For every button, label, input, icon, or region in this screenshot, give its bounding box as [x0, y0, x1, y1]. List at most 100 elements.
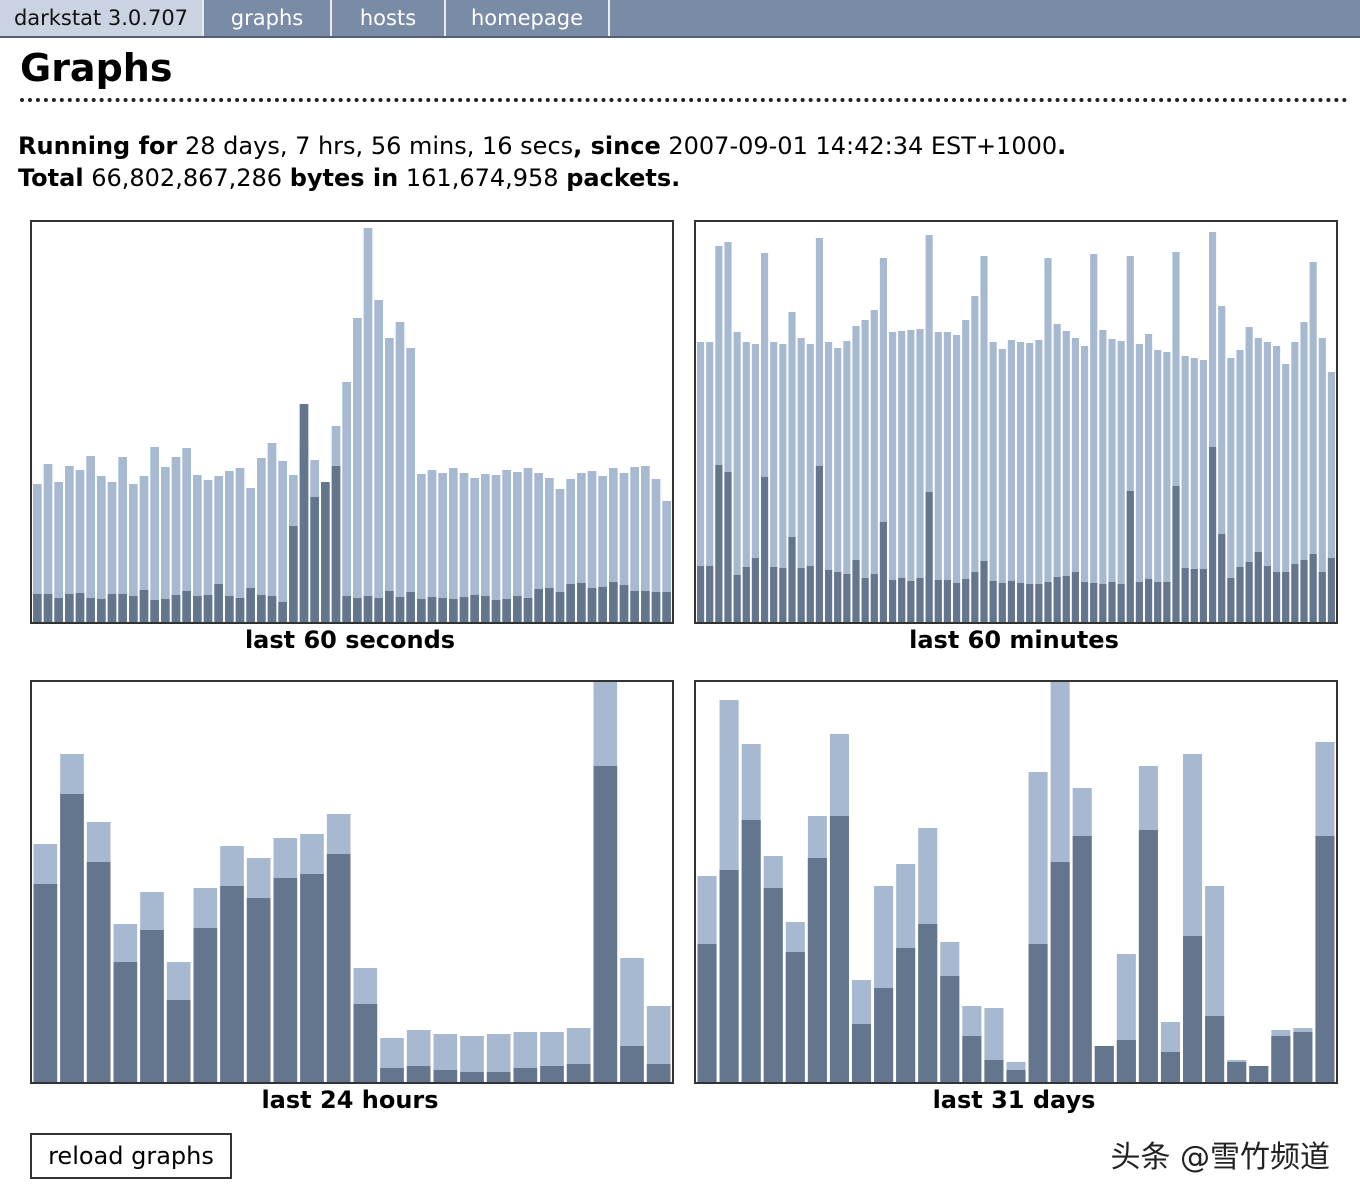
bar-dark [1245, 562, 1253, 622]
bar-total [1190, 358, 1198, 622]
running-value: 28 days, 7 hrs, 56 mins, 16 secs [185, 132, 574, 160]
bar-dark [193, 928, 218, 1082]
bar-dark [385, 591, 394, 622]
bar-dark [1160, 1052, 1181, 1082]
bar-dark [374, 598, 383, 622]
bar-dark [896, 948, 916, 1082]
bar-total [806, 344, 814, 622]
bar-dark [1090, 583, 1098, 622]
bar-total [566, 479, 575, 622]
bar-dark [220, 886, 244, 1082]
bar-total [761, 253, 769, 622]
bar-total [609, 468, 618, 622]
bar-total [363, 228, 373, 622]
bar-total [733, 332, 741, 622]
graph-last-31-days [694, 680, 1338, 1084]
bar-total [980, 256, 988, 622]
bar-total [1254, 338, 1262, 622]
bar-dark [742, 567, 750, 622]
bar-dark [779, 568, 787, 622]
bar-dark [806, 566, 814, 622]
bar-total [374, 300, 383, 622]
bar-dark [182, 591, 191, 622]
bar-dark [406, 1066, 431, 1082]
graph-label-days: last 31 days [932, 1086, 1096, 1114]
bar-dark [118, 594, 127, 622]
since-value: 2007-09-01 14:42:34 EST+1000 [668, 132, 1058, 160]
bar-total [459, 473, 469, 622]
total-label: Total [18, 164, 84, 192]
graph-last-60-seconds [30, 220, 674, 624]
bar-total [1236, 350, 1244, 622]
bar-dark [406, 592, 415, 622]
bar-dark [97, 599, 106, 622]
bar-dark [523, 598, 533, 622]
bar-dark [363, 596, 373, 622]
bar-total [889, 332, 897, 622]
bar-total [1044, 258, 1052, 622]
bar-total [545, 478, 554, 622]
nav-brand[interactable]: darkstat 3.0.707 [0, 0, 204, 36]
bar-total [943, 332, 951, 622]
bar-total [86, 456, 95, 622]
bar-dark [697, 944, 717, 1082]
bar-total [1062, 331, 1070, 622]
bar-total [870, 310, 878, 622]
bar-dark [788, 537, 796, 622]
nav-link-homepage[interactable]: homepage [446, 0, 610, 36]
bar-dark [1062, 576, 1070, 622]
nav-link-hosts[interactable]: hosts [332, 0, 446, 36]
bar-dark [879, 522, 887, 622]
since-end: . [1057, 132, 1067, 160]
nav-link-graphs[interactable]: graphs [204, 0, 332, 36]
bar-dark [43, 594, 53, 622]
bar-total [54, 482, 63, 622]
reload-graphs-button[interactable]: reload graphs [30, 1133, 232, 1179]
bar-total [1007, 340, 1015, 622]
bar-dark [641, 591, 650, 622]
bar-total [1090, 254, 1098, 622]
bar-total [879, 258, 887, 622]
bar-dark [1035, 584, 1043, 622]
bar-total [1126, 256, 1134, 622]
bar-dark [834, 572, 842, 622]
bar-dark [459, 597, 469, 622]
bar-total [852, 326, 860, 622]
bar-dark [619, 585, 629, 622]
bar-dark [861, 578, 869, 622]
bar-total [619, 473, 629, 622]
bar-total [1117, 341, 1125, 622]
bar-total [916, 329, 924, 622]
bar-dark [470, 595, 479, 622]
bar-dark [161, 599, 170, 622]
bar-total [788, 312, 796, 622]
running-label: Running for [18, 132, 178, 160]
bar-total [770, 342, 778, 622]
bar-dark [962, 579, 970, 622]
bar-total [577, 473, 586, 622]
bar-dark [852, 560, 860, 622]
bar-dark [1205, 1016, 1225, 1082]
running-line: Running for 28 days, 7 hrs, 56 mins, 16 … [18, 130, 1066, 162]
bar-dark [540, 1066, 564, 1082]
bar-dark [481, 596, 490, 622]
bar-dark [1072, 836, 1092, 1082]
bar-dark [916, 578, 924, 622]
bar-dark [898, 578, 906, 622]
bar-total [1273, 346, 1281, 622]
bar-dark [971, 572, 979, 622]
bar-total [502, 470, 511, 622]
bar-dark [166, 1000, 191, 1082]
top-nav-bar: darkstat 3.0.707 graphs hosts homepage [0, 0, 1360, 38]
bar-dark [587, 588, 597, 622]
bar-dark [321, 482, 330, 622]
bar-dark [139, 590, 149, 622]
bar-dark [310, 497, 319, 622]
bar-dark [1154, 582, 1162, 622]
bar-dark [1271, 1036, 1291, 1082]
bar-total [706, 342, 714, 622]
bar-dark [843, 574, 851, 622]
bar-dark [380, 1068, 404, 1082]
bar-dark [1327, 558, 1335, 622]
bar-dark [1050, 862, 1070, 1082]
